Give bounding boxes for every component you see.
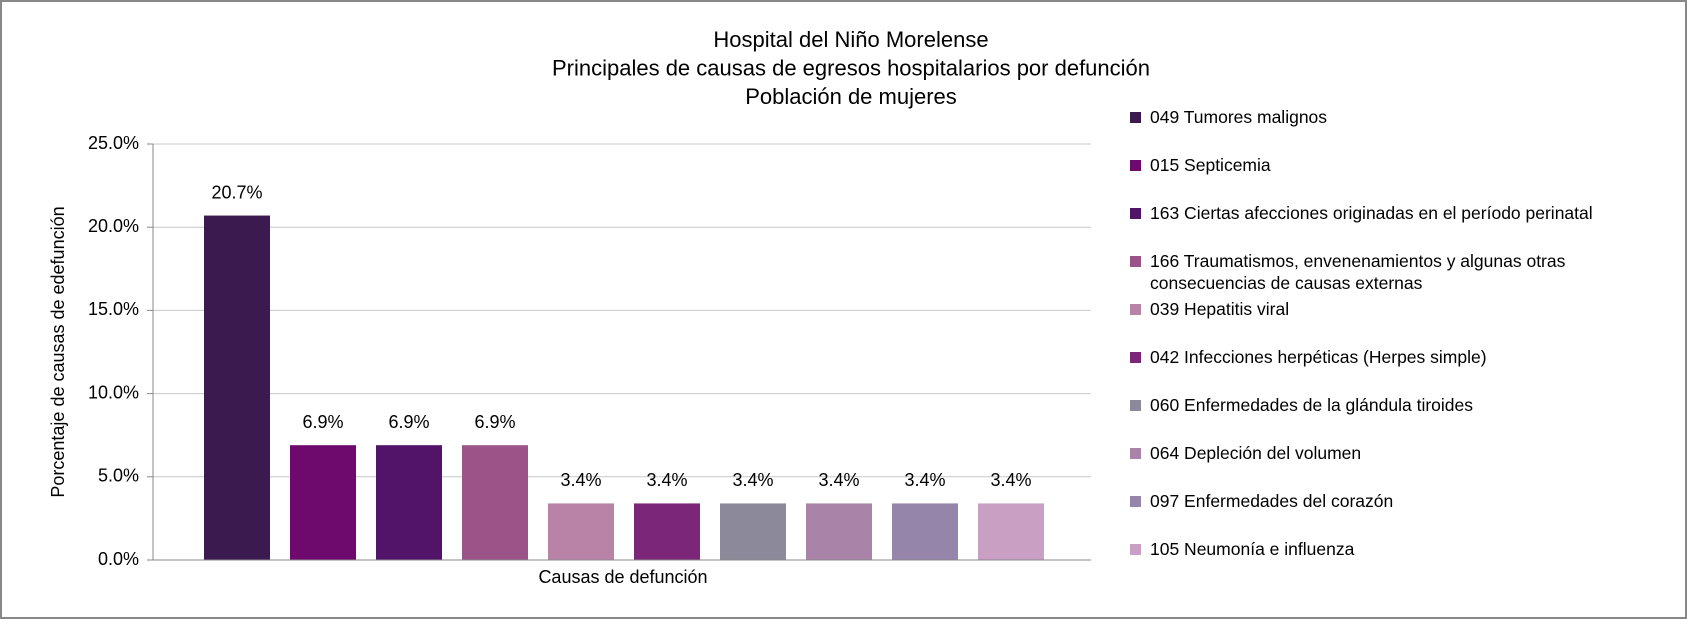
- chart-title: Hospital del Niño Morelense: [713, 27, 988, 52]
- y-tick-label: 15.0%: [88, 299, 139, 319]
- bar: [290, 445, 356, 560]
- data-label: 3.4%: [904, 470, 945, 490]
- legend-swatch: [1130, 448, 1141, 459]
- legend-item: 049 Tumores malignos: [1130, 106, 1670, 154]
- legend-label: 105 Neumonía e influenza: [1150, 539, 1355, 559]
- data-label: 3.4%: [818, 470, 859, 490]
- data-label: 6.9%: [302, 412, 343, 432]
- y-axis-title: Porcentaje de causas de edefunción: [48, 206, 68, 497]
- bar: [892, 503, 958, 560]
- legend-swatch: [1130, 544, 1141, 555]
- legend-item: 097 Enfermedades del corazón: [1130, 490, 1670, 538]
- legend-item: 163 Ciertas afecciones originadas en el …: [1130, 202, 1670, 250]
- legend-label: 042 Infecciones herpéticas (Herpes simpl…: [1150, 347, 1487, 367]
- data-label: 6.9%: [388, 412, 429, 432]
- data-label: 20.7%: [211, 182, 262, 202]
- y-tick-label: 20.0%: [88, 216, 139, 236]
- bar: [376, 445, 442, 560]
- legend-item: 064 Depleción del volumen: [1130, 442, 1670, 490]
- legend-label: 039 Hepatitis viral: [1150, 299, 1290, 319]
- y-tick-label: 10.0%: [88, 382, 139, 402]
- legend-swatch: [1130, 400, 1141, 411]
- bar: [720, 503, 786, 560]
- legend-item: 015 Septicemia: [1130, 154, 1670, 202]
- chart-title: Principales de causas de egresos hospita…: [552, 55, 1150, 80]
- y-tick-label: 0.0%: [98, 549, 139, 569]
- legend-swatch: [1130, 304, 1141, 315]
- legend-item: 042 Infecciones herpéticas (Herpes simpl…: [1130, 346, 1670, 394]
- bar: [978, 503, 1044, 560]
- x-axis-title: Causas de defunción: [538, 567, 707, 587]
- legend-item: 060 Enfermedades de la glándula tiroides: [1130, 394, 1670, 442]
- legend-item: 166 Traumatismos, envenenamientos y algu…: [1130, 250, 1670, 298]
- data-label: 3.4%: [990, 470, 1031, 490]
- legend-swatch: [1130, 112, 1141, 123]
- data-label: 6.9%: [474, 412, 515, 432]
- legend-swatch: [1130, 352, 1141, 363]
- legend-label: 163 Ciertas afecciones originadas en el …: [1150, 203, 1593, 223]
- y-tick-label: 25.0%: [88, 133, 139, 153]
- bar: [204, 215, 270, 560]
- legend-label: 097 Enfermedades del corazón: [1150, 491, 1394, 511]
- chart-title: Población de mujeres: [745, 84, 957, 109]
- bar: [806, 503, 872, 560]
- data-label: 3.4%: [646, 470, 687, 490]
- legend-label: 064 Depleción del volumen: [1150, 443, 1362, 463]
- legend-label: 015 Septicemia: [1150, 155, 1271, 175]
- bar: [634, 503, 700, 560]
- legend-label: 060 Enfermedades de la glándula tiroides: [1150, 395, 1473, 415]
- legend-swatch: [1130, 256, 1141, 267]
- data-label: 3.4%: [560, 470, 601, 490]
- y-tick-label: 5.0%: [98, 466, 139, 486]
- data-label: 3.4%: [732, 470, 773, 490]
- bar: [548, 503, 614, 560]
- legend-item: 039 Hepatitis viral: [1130, 298, 1670, 346]
- legend-item: 105 Neumonía e influenza: [1130, 538, 1670, 586]
- legend-label: 166 Traumatismos, envenenamientos y algu…: [1150, 251, 1566, 293]
- legend-swatch: [1130, 160, 1141, 171]
- legend-swatch: [1130, 496, 1141, 507]
- bar: [462, 445, 528, 560]
- legend: 049 Tumores malignos 015 Septicemia 163 Ci…: [1130, 106, 1670, 586]
- legend-label: 049 Tumores malignos: [1150, 107, 1328, 127]
- legend-swatch: [1130, 208, 1141, 219]
